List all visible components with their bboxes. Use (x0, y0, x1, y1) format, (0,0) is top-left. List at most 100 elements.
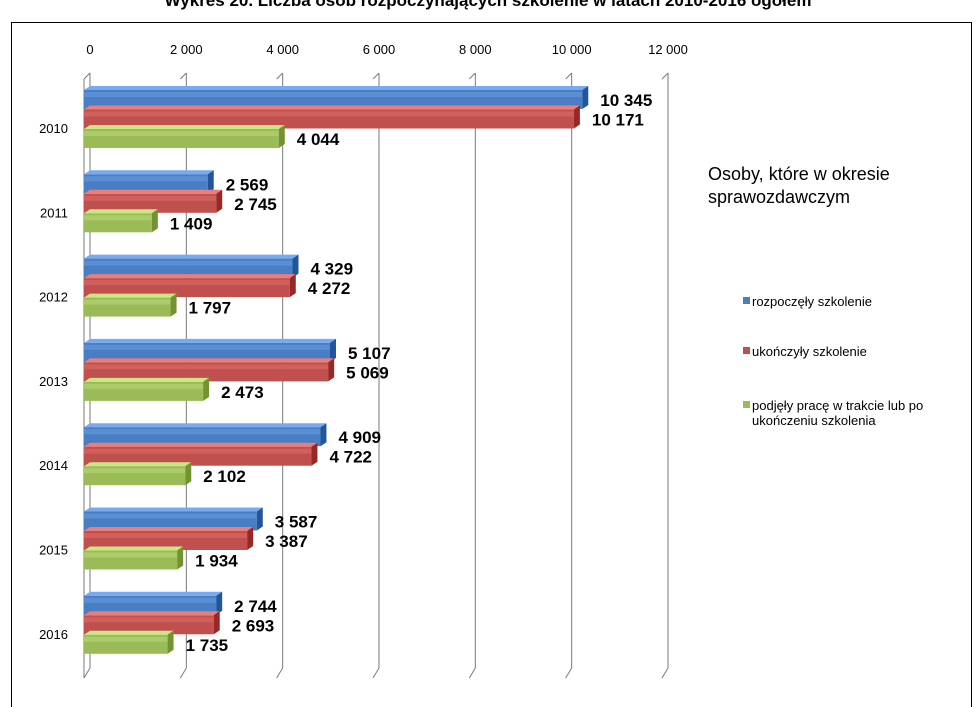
bar-end-face (177, 546, 184, 570)
gridline-floor (468, 667, 476, 679)
gridline-top (83, 72, 91, 80)
legend-title: Osoby, które w okresie (708, 164, 890, 184)
bar-end-face (167, 630, 174, 654)
legend-swatch (743, 347, 750, 354)
data-label: 1 735 (186, 636, 229, 655)
legend-swatch (743, 297, 750, 304)
bar-top-face (84, 423, 327, 428)
legend-entry-label: podjęły pracę w trakcie lub po (752, 398, 923, 413)
bar-highlight (84, 597, 217, 603)
data-label: 2 744 (234, 597, 277, 616)
bar-highlight (84, 513, 257, 519)
bar-top-face (84, 86, 589, 90)
bar-highlight (84, 552, 178, 558)
bar-highlight (84, 448, 312, 454)
bar (84, 209, 158, 233)
chart-frame (11, 22, 972, 707)
bar-highlight (84, 215, 152, 221)
y-tick-label: 2013 (39, 374, 68, 389)
data-label: 4 272 (308, 279, 351, 298)
bar (84, 377, 210, 401)
plot-area: 0 2 000 4 000 6 000 8 000 10 000 12 000 2010 10 … (39, 42, 688, 679)
bar-highlight (84, 533, 248, 538)
bar (84, 125, 285, 148)
data-label: 4 722 (329, 448, 372, 467)
y-tick-label: 2011 (40, 205, 68, 220)
gridline-top (179, 72, 187, 80)
gridline-floor (83, 667, 91, 679)
bar-highlight (84, 92, 583, 97)
bar-top-face (84, 507, 263, 512)
bar (84, 527, 254, 550)
bar-highlight (84, 617, 214, 623)
legend-entry-label: ukończeniu szkolenia (752, 413, 876, 428)
bar-highlight (84, 429, 321, 435)
data-label: 5 069 (346, 363, 389, 382)
bar-top-face (84, 274, 296, 279)
bar-highlight (84, 260, 293, 266)
bar-top-face (84, 358, 335, 363)
bar (84, 170, 214, 194)
bar-end-face (320, 423, 327, 447)
data-label: 4 044 (297, 130, 340, 149)
x-tick-label: 12 000 (648, 42, 688, 57)
bar-highlight (84, 176, 208, 182)
bar (84, 293, 177, 317)
bar-end-face (247, 527, 254, 550)
gridline-top (372, 72, 380, 80)
bar-highlight (84, 131, 279, 136)
bar-highlight (84, 468, 186, 474)
data-label: 2 102 (203, 467, 246, 486)
bar (84, 254, 299, 278)
data-label: 1 797 (189, 299, 232, 318)
data-label: 2 693 (232, 616, 275, 635)
bar-top-face (84, 254, 299, 259)
bar-end-face (185, 462, 192, 486)
bar-end-face (278, 125, 285, 148)
bar (84, 442, 318, 466)
bar-end-face (207, 170, 214, 194)
x-tick-label: 2 000 (170, 42, 203, 57)
bar-highlight (84, 636, 168, 642)
gridline-top (276, 72, 284, 80)
bar (84, 105, 580, 129)
bar (84, 630, 174, 654)
bar-top-face (84, 611, 220, 616)
bar-top-face (84, 209, 158, 214)
bar (84, 274, 296, 298)
x-tick-label: 10 000 (552, 42, 592, 57)
x-tick-label: 4 000 (266, 42, 299, 57)
x-tick-label: 8 000 (459, 42, 492, 57)
bar-end-face (289, 274, 296, 298)
data-label: 2 569 (226, 175, 269, 194)
bar (84, 462, 192, 486)
data-label: 4 329 (311, 260, 354, 279)
gridline-floor (179, 667, 187, 679)
data-label: 2 745 (234, 195, 277, 214)
x-tick-label: 6 000 (363, 42, 396, 57)
bar-end-face (329, 338, 336, 362)
bar-top-face (84, 462, 192, 467)
gridline-floor (372, 667, 380, 679)
bar-highlight (84, 195, 217, 201)
legend-swatch (743, 401, 750, 408)
bar-end-face (328, 358, 335, 382)
bar (84, 507, 263, 531)
y-tick-label: 2015 (39, 543, 68, 558)
bar-top-face (84, 442, 318, 447)
bar-end-face (256, 507, 263, 531)
bar-end-face (151, 209, 158, 233)
bar-top-face (84, 105, 580, 110)
bar-top-face (84, 527, 254, 531)
bar-end-face (213, 611, 220, 635)
legend-entry-label: ukończyły szkolenie (752, 344, 867, 359)
bar-highlight (84, 344, 330, 350)
bar-top-face (84, 546, 184, 551)
data-label: 3 387 (265, 532, 308, 551)
data-label: 4 909 (338, 428, 381, 447)
legend-entry-label: rozpoczęły szkolenie (752, 294, 872, 309)
bar-end-face (203, 377, 210, 401)
bar-highlight (84, 280, 290, 286)
bar-end-face (311, 442, 318, 466)
bar-top-face (84, 125, 285, 129)
